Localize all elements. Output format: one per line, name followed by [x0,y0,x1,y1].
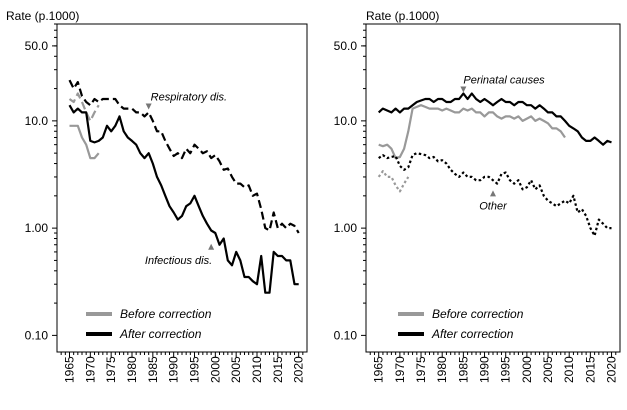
annotation-label: Perinatal causes [463,74,545,86]
x-tick-label: 1970 [393,356,407,383]
y-tick-label: 0.10 [334,328,358,342]
legend-label: After correction [431,327,514,341]
x-tick-label: 1975 [104,356,118,383]
annotation-label: Infectious dis. [145,255,212,267]
series-line-respiratory-dis-after [68,79,300,234]
x-tick-label: 1990 [167,356,181,383]
x-tick-label: 1985 [146,356,160,383]
series-line-perinatal-causesbefore [378,104,566,160]
x-tick-label: 2005 [229,356,243,383]
x-tick-label: 2000 [208,356,222,383]
x-tick-label: 2015 [583,356,597,383]
x-tick-label: 2015 [271,356,285,383]
y-tick-label: 1.00 [25,221,49,235]
plot-frame [56,23,308,353]
y-tick-label: 10.0 [334,114,358,128]
x-tick-label: 1970 [83,356,97,383]
legend-label: Before correction [432,307,524,321]
x-tick-label: 1965 [372,356,386,383]
annotation-marker [208,243,215,250]
legend-label: Before correction [120,307,212,321]
annotation-marker [490,190,496,197]
y-axis-label: Rate (p.1000) [366,9,439,23]
y-tick-label: 1.00 [334,221,358,235]
series-line-respiratory-dis-before [68,92,100,123]
series-line-otherafter [378,152,612,237]
x-tick-label: 1995 [499,356,513,383]
plot-frame [365,23,621,353]
annotation-marker [460,86,467,93]
x-tick-label: 1975 [414,356,428,383]
x-tick-label: 1980 [435,356,449,383]
y-tick-label: 10.0 [25,114,49,128]
legend-label: After correction [119,327,202,341]
left-panel: Rate (p.1000) 50.0 10.0 1.00 0.10 1965 1970 197… [6,9,308,383]
x-tick-label: 2000 [520,356,534,383]
x-tick-label: 2020 [605,356,619,383]
annotation-label: Other [479,200,508,212]
annotation-label: Respiratory dis. [151,91,227,103]
y-axis-label: Rate (p.1000) [6,9,79,23]
x-tick-label: 2020 [292,356,306,383]
x-tick-label: 1985 [456,356,470,383]
annotation-marker [145,103,152,110]
y-tick-label: 50.0 [25,39,49,53]
x-tick-label: 2010 [562,356,576,383]
x-tick-label: 1980 [125,356,139,383]
x-tick-label: 1990 [478,356,492,383]
x-tick-label: 1995 [188,356,202,383]
series-line-otherbefore [377,170,410,193]
x-tick-label: 2010 [250,356,264,383]
y-tick-label: 0.10 [25,328,49,342]
right-panel: Rate (p.1000) 50.0 10.0 1.00 0.10 1965 1970 197… [334,9,621,383]
series-line-infectious-dis-after [68,104,299,294]
x-tick-label: 2005 [541,356,555,383]
series-line-perinatal-causesafter [377,92,612,146]
series-line-infectious-dis-before [69,124,100,160]
x-tick-label: 1965 [63,356,77,383]
y-tick-label: 50.0 [334,39,358,53]
